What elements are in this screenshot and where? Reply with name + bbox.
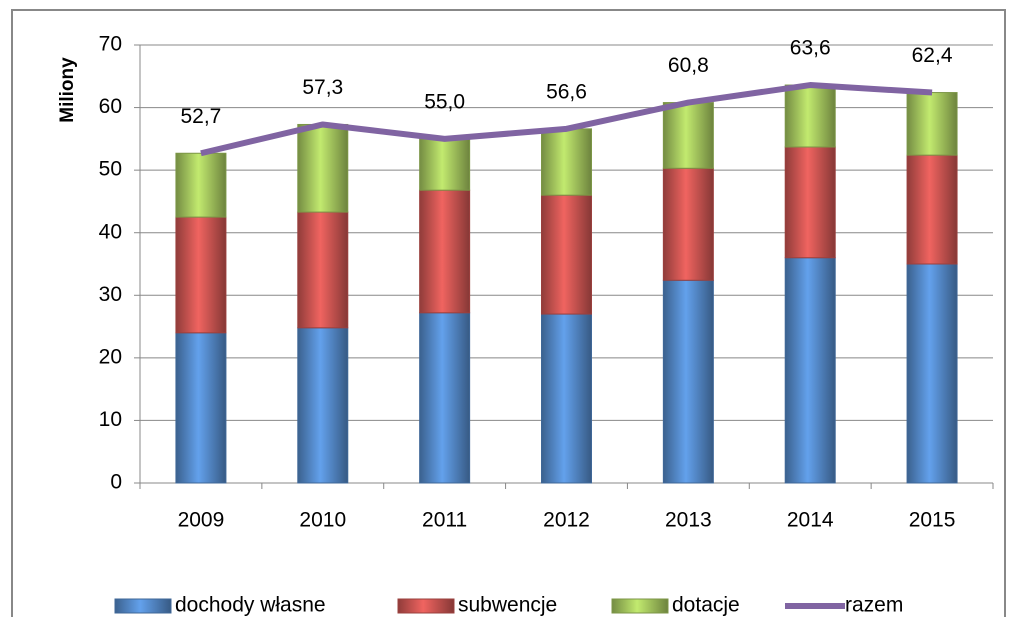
legend-label: dotacje <box>672 594 740 617</box>
x-tick-label: 2011 <box>422 509 467 532</box>
x-tick-label: 2009 <box>178 509 225 532</box>
bar-segment <box>906 154 958 265</box>
bar-segment <box>541 128 592 196</box>
bar-segment <box>784 146 836 259</box>
data-label: 52,7 <box>180 105 221 128</box>
bar-segment <box>419 138 471 191</box>
legend-swatch <box>611 598 669 614</box>
bar-segment <box>662 102 714 169</box>
legend-label: dochody własne <box>175 594 326 617</box>
bar-segment <box>784 257 836 484</box>
y-tick-label: 10 <box>99 408 122 431</box>
data-label: 60,8 <box>668 54 709 77</box>
legend-label: razem <box>845 594 903 617</box>
y-tick-label: 30 <box>99 283 122 306</box>
y-axis-label: Miliony <box>57 57 78 123</box>
y-tick-label: 70 <box>99 33 122 56</box>
x-tick-label: 2010 <box>299 509 346 532</box>
data-label: 57,3 <box>302 76 343 99</box>
bar-segment <box>541 313 592 484</box>
y-tick-label: 20 <box>99 345 122 368</box>
legend-swatch <box>114 598 172 614</box>
data-label: 56,6 <box>546 80 587 103</box>
bar-segment <box>175 216 227 334</box>
bar-segment <box>297 123 349 213</box>
bar-segment <box>175 332 227 484</box>
y-tick-label: 40 <box>99 220 122 243</box>
bar-segment <box>419 312 471 484</box>
legend-label: subwencje <box>458 594 557 617</box>
data-label: 55,0 <box>424 90 465 113</box>
legend-swatch <box>397 598 455 614</box>
bar-segment <box>906 92 958 156</box>
x-tick-label: 2014 <box>787 509 834 532</box>
bar-segment <box>175 152 227 218</box>
y-tick-label: 60 <box>99 95 122 118</box>
y-tick-label: 0 <box>110 471 122 494</box>
line-series <box>200 82 933 157</box>
bar-segment <box>297 211 349 329</box>
data-label: 62,4 <box>912 44 953 67</box>
bar-segment <box>784 84 836 148</box>
bar-segment <box>906 263 958 484</box>
bar-segment <box>662 279 714 484</box>
data-label: 63,6 <box>790 37 831 60</box>
x-tick-label: 2012 <box>543 509 590 532</box>
bar-segment <box>662 167 714 281</box>
bar-segment <box>297 327 349 484</box>
bar-segment <box>541 194 592 315</box>
bar-segment <box>419 189 471 314</box>
y-tick-label: 50 <box>99 158 122 181</box>
chart-frame <box>11 9 1006 617</box>
x-tick-label: 2015 <box>909 509 956 532</box>
x-tick-label: 2013 <box>665 509 712 532</box>
